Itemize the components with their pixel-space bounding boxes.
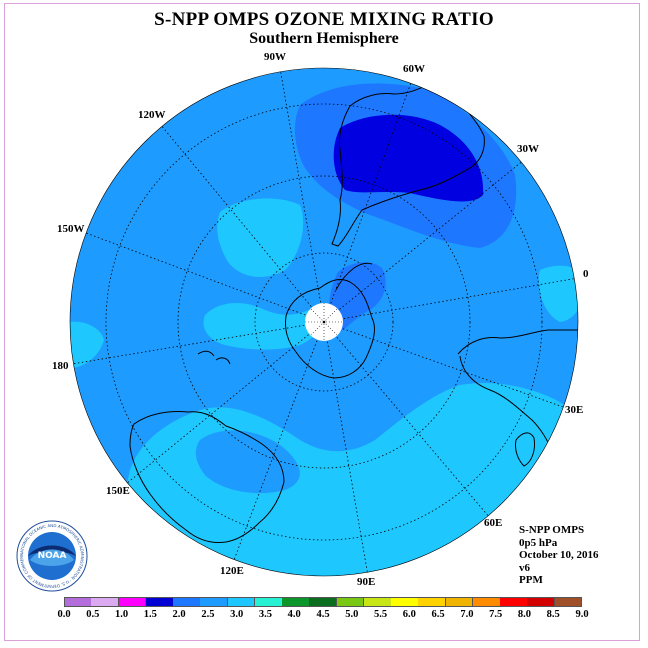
colorbar-tick-label: 2.5 xyxy=(201,609,215,620)
lon-label-60e: 60E xyxy=(484,517,503,529)
level-3.0-3.5-region-180 xyxy=(70,321,104,368)
level-3.0-3.5-region-near-pole xyxy=(203,303,325,350)
lon-label-90w: 90W xyxy=(264,51,286,63)
colorbar-cell xyxy=(309,597,338,607)
colorbar-tick-label: 4.5 xyxy=(316,609,330,620)
colorbar-cell xyxy=(363,597,392,607)
lon-label-60w: 60W xyxy=(403,63,425,75)
colorbar-tick-label: 6.0 xyxy=(402,609,416,620)
version: v6 xyxy=(519,561,530,574)
ozone-field xyxy=(70,68,578,576)
level-2.0-2.5-pole-region xyxy=(328,262,386,335)
colorbar-tick-label: 3.0 xyxy=(230,609,244,620)
map-title: S-NPP OMPS OZONE MIXING RATIO xyxy=(154,9,494,30)
antarctic-peninsula-coastline xyxy=(335,262,373,291)
meridian-180 xyxy=(71,321,325,365)
colorbar-cell xyxy=(91,597,119,607)
meridian-30e xyxy=(323,321,567,409)
colorbar-tick-label: 4.0 xyxy=(287,609,301,620)
colorbar-cell xyxy=(227,597,256,607)
colorbar xyxy=(64,597,583,607)
colorbar-cell xyxy=(418,597,447,607)
colorbar-tick-label: 0.0 xyxy=(57,609,71,620)
colorbar-cell xyxy=(391,597,419,607)
colorbar-tick-label: 1.0 xyxy=(114,609,129,620)
coastlines xyxy=(129,83,578,543)
graticule xyxy=(71,68,578,576)
meridian-0 xyxy=(323,277,578,323)
madagascar-coastline xyxy=(515,432,535,467)
colorbar-tick-label: 7.0 xyxy=(460,609,474,620)
colorbar-tick-label: 2.0 xyxy=(172,609,186,620)
meridian-60w xyxy=(323,79,413,323)
colorbar-tick-label: 8.0 xyxy=(517,609,531,620)
colorbar-cell xyxy=(200,597,229,607)
lon-label-30e: 30E xyxy=(565,404,584,416)
lon-label-150e: 150E xyxy=(106,485,130,497)
colorbar-cell xyxy=(145,597,174,607)
colorbar-tick-label: 5.5 xyxy=(373,609,388,620)
colorbar-cell xyxy=(500,597,528,607)
colorbar-tick-label: 9.0 xyxy=(575,609,589,620)
figure-frame xyxy=(4,3,640,641)
colorbar-tick-label: 5.0 xyxy=(345,609,359,620)
colorbar-tick-label: 3.5 xyxy=(258,609,272,620)
map-subtitle: Southern Hemisphere xyxy=(249,30,399,47)
latitude-circle-70s xyxy=(254,252,394,392)
level-1.5-2.0-region xyxy=(333,114,484,202)
level-3.0-3.5-region-120w xyxy=(217,198,304,277)
colorbar-cell xyxy=(254,597,283,607)
latitude-circle-30s xyxy=(105,103,543,541)
new-zealand-coastline xyxy=(197,350,231,365)
lon-label-120w: 120W xyxy=(138,109,166,121)
lon-label-180: 180 xyxy=(52,360,69,372)
meridian-90e xyxy=(323,321,369,576)
africa-coastline xyxy=(457,329,578,355)
lon-label-150w: 150W xyxy=(57,223,85,235)
level-2.5-3.0-island-south xyxy=(195,430,300,494)
lon-label-120e: 120E xyxy=(220,565,244,577)
meridian-120e xyxy=(233,321,325,561)
latitude-circle-50s xyxy=(177,175,471,469)
colorbar-tick-label: 7.5 xyxy=(489,609,503,620)
colorbar-cell xyxy=(527,597,556,607)
colorbar-cell xyxy=(282,597,310,607)
map-boundary xyxy=(69,67,579,577)
meridian-90w xyxy=(279,68,325,323)
lon-label-30w: 30W xyxy=(517,143,539,155)
date: October 10, 2016 xyxy=(519,549,599,561)
antarctica-coastline xyxy=(285,279,375,379)
colorbar-tick-label: 6.5 xyxy=(431,609,445,620)
pressure-level: 0p5 hPa xyxy=(519,536,558,549)
meridian-60e xyxy=(323,321,491,519)
meridian-150e xyxy=(125,321,325,485)
australia-coastline xyxy=(129,411,285,543)
units: PPM xyxy=(519,574,543,586)
colorbar-cell xyxy=(445,597,474,607)
meridian-30w xyxy=(323,159,525,323)
colorbar-tick-label: 1.5 xyxy=(143,609,157,620)
noaa-logo-text: NOAA xyxy=(38,551,67,561)
instrument-name: S-NPP OMPS xyxy=(519,524,585,536)
colorbar-tick-label: 8.5 xyxy=(546,609,560,620)
lon-label-90e: 90E xyxy=(357,576,376,588)
info-block: S-NPP OMPS 0p5 hPa October 10, 2016 v6 P… xyxy=(519,524,599,587)
colorbar-tick-label: 0.5 xyxy=(86,609,100,620)
colorbar-cell xyxy=(554,597,583,607)
colorbar-cell xyxy=(64,597,92,607)
colorbar-cell xyxy=(118,597,147,607)
colorbar-cell xyxy=(472,597,501,607)
south-pole-dot xyxy=(322,320,326,324)
lon-label-0: 0 xyxy=(583,268,589,280)
level-3.0-3.5-region-east xyxy=(538,265,578,322)
colorbar-cell xyxy=(173,597,201,607)
meridian-120w xyxy=(159,123,325,323)
noaa-logo: NATIONAL OCEANIC AND ATMOSPHERIC ADMINIS… xyxy=(16,520,88,592)
colorbar-cell xyxy=(336,597,365,607)
